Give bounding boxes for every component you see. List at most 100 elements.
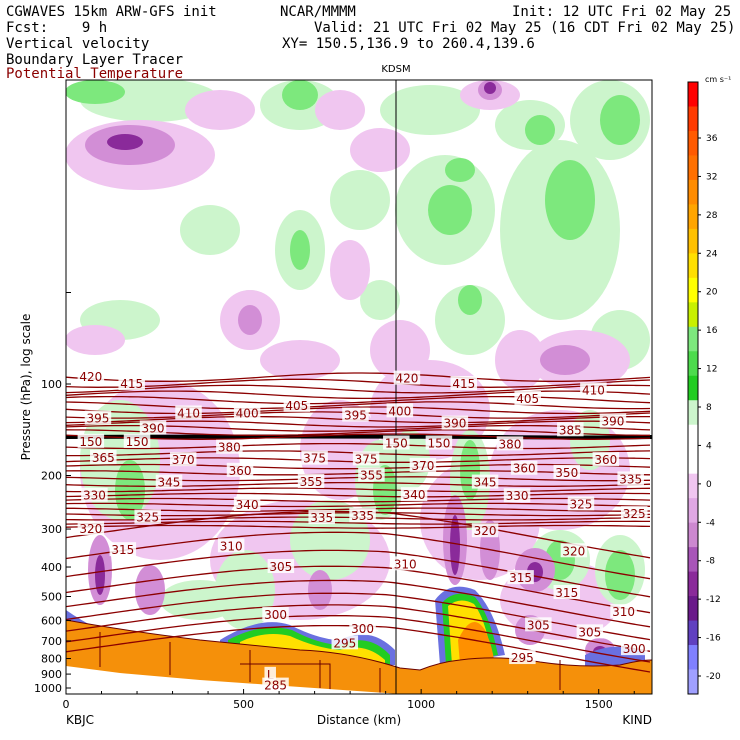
colorbar-segment — [688, 596, 698, 622]
y-tick-label: 600 — [41, 615, 62, 628]
isentrope-label-bg — [471, 523, 499, 538]
isentrope-label-bg — [77, 369, 105, 384]
isentrope-label: 405 — [285, 399, 308, 413]
isentrope-label: 420 — [395, 372, 418, 386]
isentrope-label-bg — [283, 397, 311, 412]
isentrope-label: 335 — [619, 472, 642, 486]
isentrope-label: 305 — [578, 625, 601, 639]
isentrope — [66, 579, 651, 628]
isentrope — [66, 492, 651, 498]
y-tick-label: 100 — [41, 378, 62, 391]
isentrope — [66, 604, 651, 652]
isentrope-label-bg — [262, 677, 289, 692]
isentrope — [66, 487, 651, 493]
colorbar: 36 32 28 24 20 16 12 8 4 0 -4 -8 -12 -16 -20 — [687, 81, 721, 695]
isentrope-label: 370 — [172, 453, 195, 467]
isentrope — [66, 384, 651, 394]
isentrope-label-bg — [264, 666, 276, 681]
isentrope-label-bg — [226, 462, 254, 477]
isentrope-label-bg — [425, 435, 453, 450]
colorbar-segment — [688, 375, 698, 401]
isentrope — [66, 395, 651, 405]
isentrope-label: 365 — [92, 451, 115, 465]
isentrope-label-bg — [620, 506, 648, 521]
colorbar-unit: cm s⁻¹ — [705, 75, 731, 84]
isentrope-label: 340 — [236, 498, 259, 512]
isentrope — [66, 433, 651, 440]
field-potential-temperature: Potential Temperature — [6, 66, 184, 82]
isentrope-label-bg — [155, 474, 183, 489]
colorbar-label: -4 — [706, 518, 715, 528]
colorbar-segment — [688, 522, 698, 548]
colorbar-segment — [688, 179, 698, 205]
isentrope — [66, 565, 651, 614]
x-tick-label: 1000 — [407, 698, 435, 711]
isentrope-label-bg — [118, 376, 145, 390]
isentrope-label-bg — [233, 496, 261, 511]
isentrope-label-bg — [560, 543, 588, 558]
isentrope-label: 380 — [498, 437, 521, 451]
station-label: KDSM — [381, 64, 410, 75]
isentrope-label-bg — [134, 509, 161, 524]
isentrope-labels: 420 415 410 395 390 400 405 395 420 415 405 410 400 3… — [77, 369, 648, 693]
isentrope-label: 380 — [218, 441, 241, 455]
isentrope — [66, 497, 651, 503]
colorbar-label: 20 — [706, 288, 718, 298]
isentrope — [66, 442, 651, 450]
isentrope — [66, 520, 650, 525]
isentrope — [66, 502, 651, 508]
isentrope-label: 300 — [264, 608, 287, 622]
isentrope-label: 150 — [385, 437, 408, 451]
isentrope-label-bg — [297, 473, 325, 488]
isentrope-label: 345 — [474, 476, 497, 490]
isentrope-label-bg — [509, 650, 536, 665]
isentrope-label-bg — [217, 538, 245, 553]
colorbar-label: -8 — [706, 557, 715, 567]
isentrope-label-bg — [77, 433, 105, 448]
isentrope-label-bg — [450, 376, 478, 390]
isentrope-label: 420 — [79, 370, 102, 384]
org-title: NCAR/MMMM — [280, 4, 356, 20]
isentrope-label-bg — [386, 403, 414, 418]
isentrope-label-bg — [393, 370, 421, 385]
isentrope-label: 410 — [177, 406, 200, 420]
y-tick-label: 200 — [41, 470, 62, 483]
colorbar-label: 32 — [706, 172, 717, 182]
isentrope-label: 305 — [269, 560, 292, 574]
isentrope-label: 415 — [452, 377, 475, 391]
isentrope-label: 150 — [126, 435, 149, 449]
isentrope-label-bg — [77, 521, 105, 536]
isentrope-label: 310 — [220, 539, 243, 553]
isentrope-label-bg — [610, 604, 637, 619]
isentrope-label: 385 — [559, 423, 582, 437]
isentrope-label: 335 — [351, 509, 374, 523]
colorbar-label: -16 — [706, 634, 721, 644]
isentrope-label: 310 — [612, 605, 635, 619]
colorbar-label: 12 — [706, 365, 717, 375]
isentrope-label-bg — [308, 510, 335, 525]
isentrope-label: 325 — [570, 497, 593, 511]
isentrope-label-bg — [617, 471, 644, 486]
isentrope-label: 325 — [623, 507, 646, 521]
isentrope-label-bg — [349, 508, 376, 523]
colorbar-segment — [688, 204, 698, 230]
isentrope — [66, 531, 651, 580]
isentrope-label: 395 — [87, 412, 110, 426]
colorbar-label: -20 — [706, 672, 721, 682]
isentrope-label: 360 — [513, 462, 536, 476]
y-tick-label: 300 — [41, 523, 62, 536]
isentrope-label: 390 — [142, 421, 165, 435]
colorbar-label: 24 — [706, 249, 718, 259]
vertical-velocity-field — [66, 80, 652, 694]
isentrope-label: 375 — [355, 452, 378, 466]
isentrope-label: 350 — [555, 466, 578, 480]
colorbar-label: 36 — [706, 134, 718, 144]
isentrope-label-bg — [599, 413, 627, 428]
y-tick-label: 500 — [41, 590, 62, 603]
colorbar-label: -12 — [706, 595, 721, 605]
isentrope-label: 395 — [344, 409, 367, 423]
isentrope-label: 360 — [594, 453, 617, 467]
colorbar-segment — [688, 645, 698, 671]
isentrope-label-bg — [262, 606, 289, 621]
